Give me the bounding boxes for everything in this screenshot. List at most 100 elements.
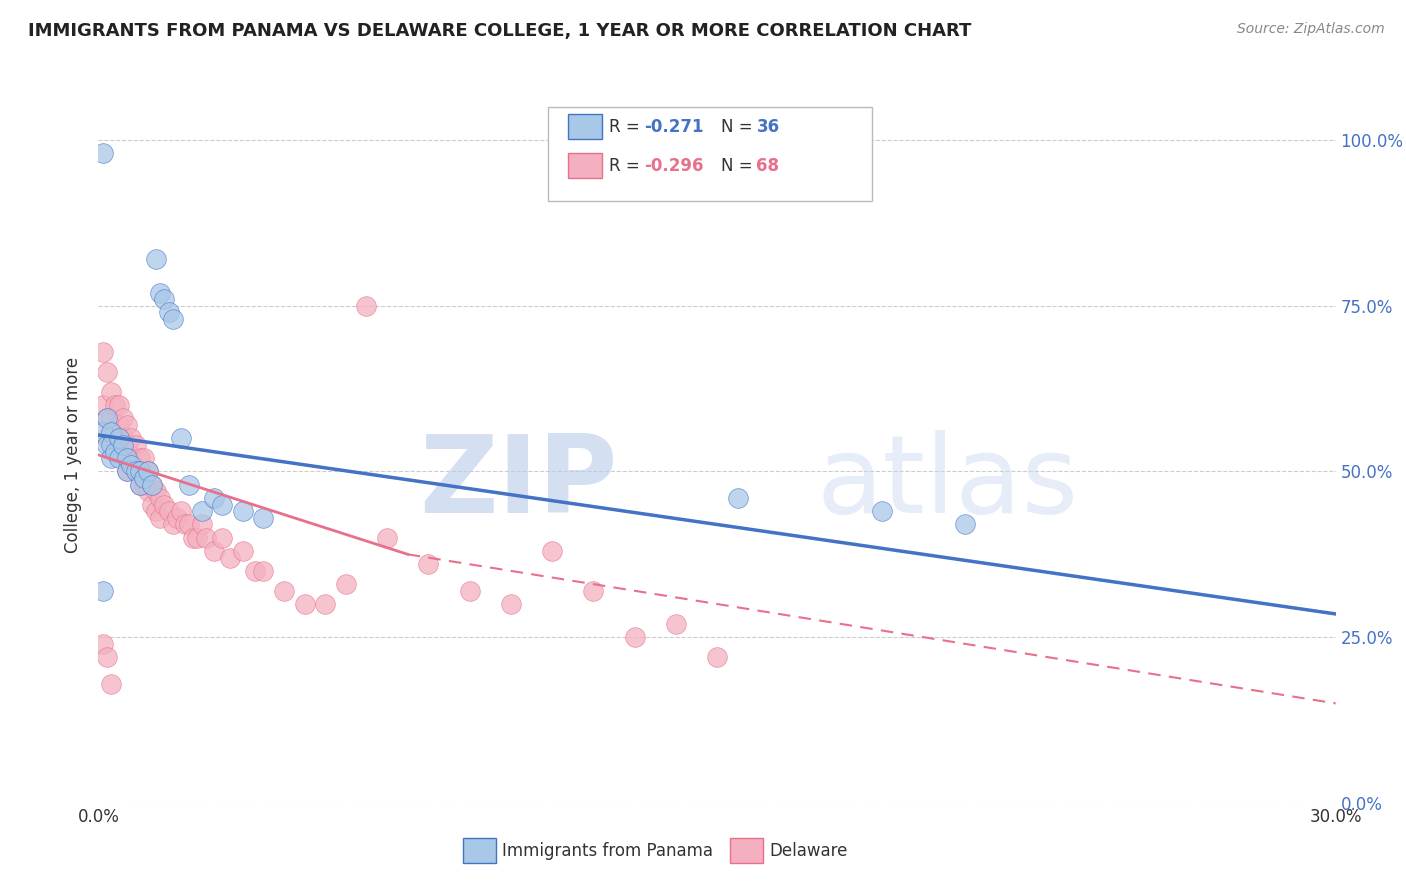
Point: [96, 411, 118, 425]
Point: [141, 498, 163, 512]
Point: [112, 411, 135, 425]
Point: [870, 504, 893, 518]
Point: [91, 146, 114, 161]
Point: [953, 517, 976, 532]
Point: [128, 451, 150, 466]
Point: [145, 504, 167, 518]
Point: [141, 477, 163, 491]
Point: [273, 583, 295, 598]
Point: [186, 531, 208, 545]
Point: [541, 544, 564, 558]
Point: [132, 471, 155, 485]
Point: [136, 465, 159, 479]
Point: [190, 517, 212, 532]
Point: [623, 630, 645, 644]
Point: [96, 431, 118, 445]
Point: [232, 504, 254, 518]
Point: [132, 451, 155, 466]
Point: [194, 531, 217, 545]
Point: [124, 465, 146, 479]
Point: [128, 477, 150, 491]
Text: Source: ZipAtlas.com: Source: ZipAtlas.com: [1237, 22, 1385, 37]
Point: [91, 637, 114, 651]
Point: [181, 531, 204, 545]
Text: ZIP: ZIP: [419, 430, 619, 536]
Point: [120, 451, 142, 466]
Point: [108, 418, 131, 433]
Point: [96, 411, 118, 425]
Point: [100, 676, 122, 690]
Point: [157, 305, 180, 319]
Point: [91, 583, 114, 598]
Point: [124, 465, 146, 479]
Point: [202, 491, 225, 505]
Point: [232, 544, 254, 558]
Point: [179, 517, 201, 532]
Text: Delaware: Delaware: [769, 842, 848, 860]
Point: [727, 491, 749, 505]
Point: [104, 444, 127, 458]
Point: [96, 650, 118, 665]
Y-axis label: College, 1 year or more: College, 1 year or more: [65, 357, 83, 553]
Point: [162, 517, 184, 532]
Point: [124, 438, 146, 452]
Point: [149, 285, 172, 300]
Point: [190, 504, 212, 518]
Point: [91, 425, 114, 439]
Text: -0.296: -0.296: [644, 157, 703, 175]
Text: -0.271: -0.271: [644, 118, 703, 136]
Text: 36: 36: [756, 118, 779, 136]
Point: [117, 465, 139, 479]
Point: [252, 511, 274, 525]
Point: [458, 583, 481, 598]
Text: atlas: atlas: [815, 430, 1078, 536]
Point: [153, 292, 176, 306]
Point: [128, 465, 150, 479]
Point: [108, 398, 131, 412]
Point: [211, 531, 233, 545]
Text: 68: 68: [756, 157, 779, 175]
Point: [117, 418, 139, 433]
Point: [104, 398, 127, 412]
Point: [112, 438, 135, 452]
Point: [117, 451, 139, 466]
Point: [120, 458, 142, 472]
Point: [418, 558, 440, 572]
Point: [375, 531, 398, 545]
Point: [153, 498, 176, 512]
Point: [136, 484, 159, 499]
Point: [162, 312, 184, 326]
Point: [100, 438, 122, 452]
Point: [202, 544, 225, 558]
Point: [294, 597, 316, 611]
Point: [112, 431, 135, 445]
Point: [335, 577, 357, 591]
Point: [136, 465, 159, 479]
Point: [170, 504, 193, 518]
Point: [117, 465, 139, 479]
Point: [243, 564, 266, 578]
Text: IMMIGRANTS FROM PANAMA VS DELAWARE COLLEGE, 1 YEAR OR MORE CORRELATION CHART: IMMIGRANTS FROM PANAMA VS DELAWARE COLLE…: [28, 22, 972, 40]
Point: [149, 491, 172, 505]
Point: [179, 477, 201, 491]
Point: [96, 365, 118, 379]
Point: [706, 650, 728, 665]
Point: [120, 431, 142, 445]
Point: [100, 451, 122, 466]
Point: [499, 597, 522, 611]
Point: [170, 431, 193, 445]
Point: [252, 564, 274, 578]
Point: [128, 465, 150, 479]
Point: [117, 438, 139, 452]
Point: [128, 477, 150, 491]
Point: [104, 425, 127, 439]
Point: [100, 425, 122, 439]
Point: [157, 504, 180, 518]
Point: [91, 398, 114, 412]
Point: [91, 345, 114, 359]
Point: [219, 550, 242, 565]
Point: [108, 438, 131, 452]
Point: [100, 384, 122, 399]
Point: [314, 597, 336, 611]
Point: [145, 252, 167, 267]
